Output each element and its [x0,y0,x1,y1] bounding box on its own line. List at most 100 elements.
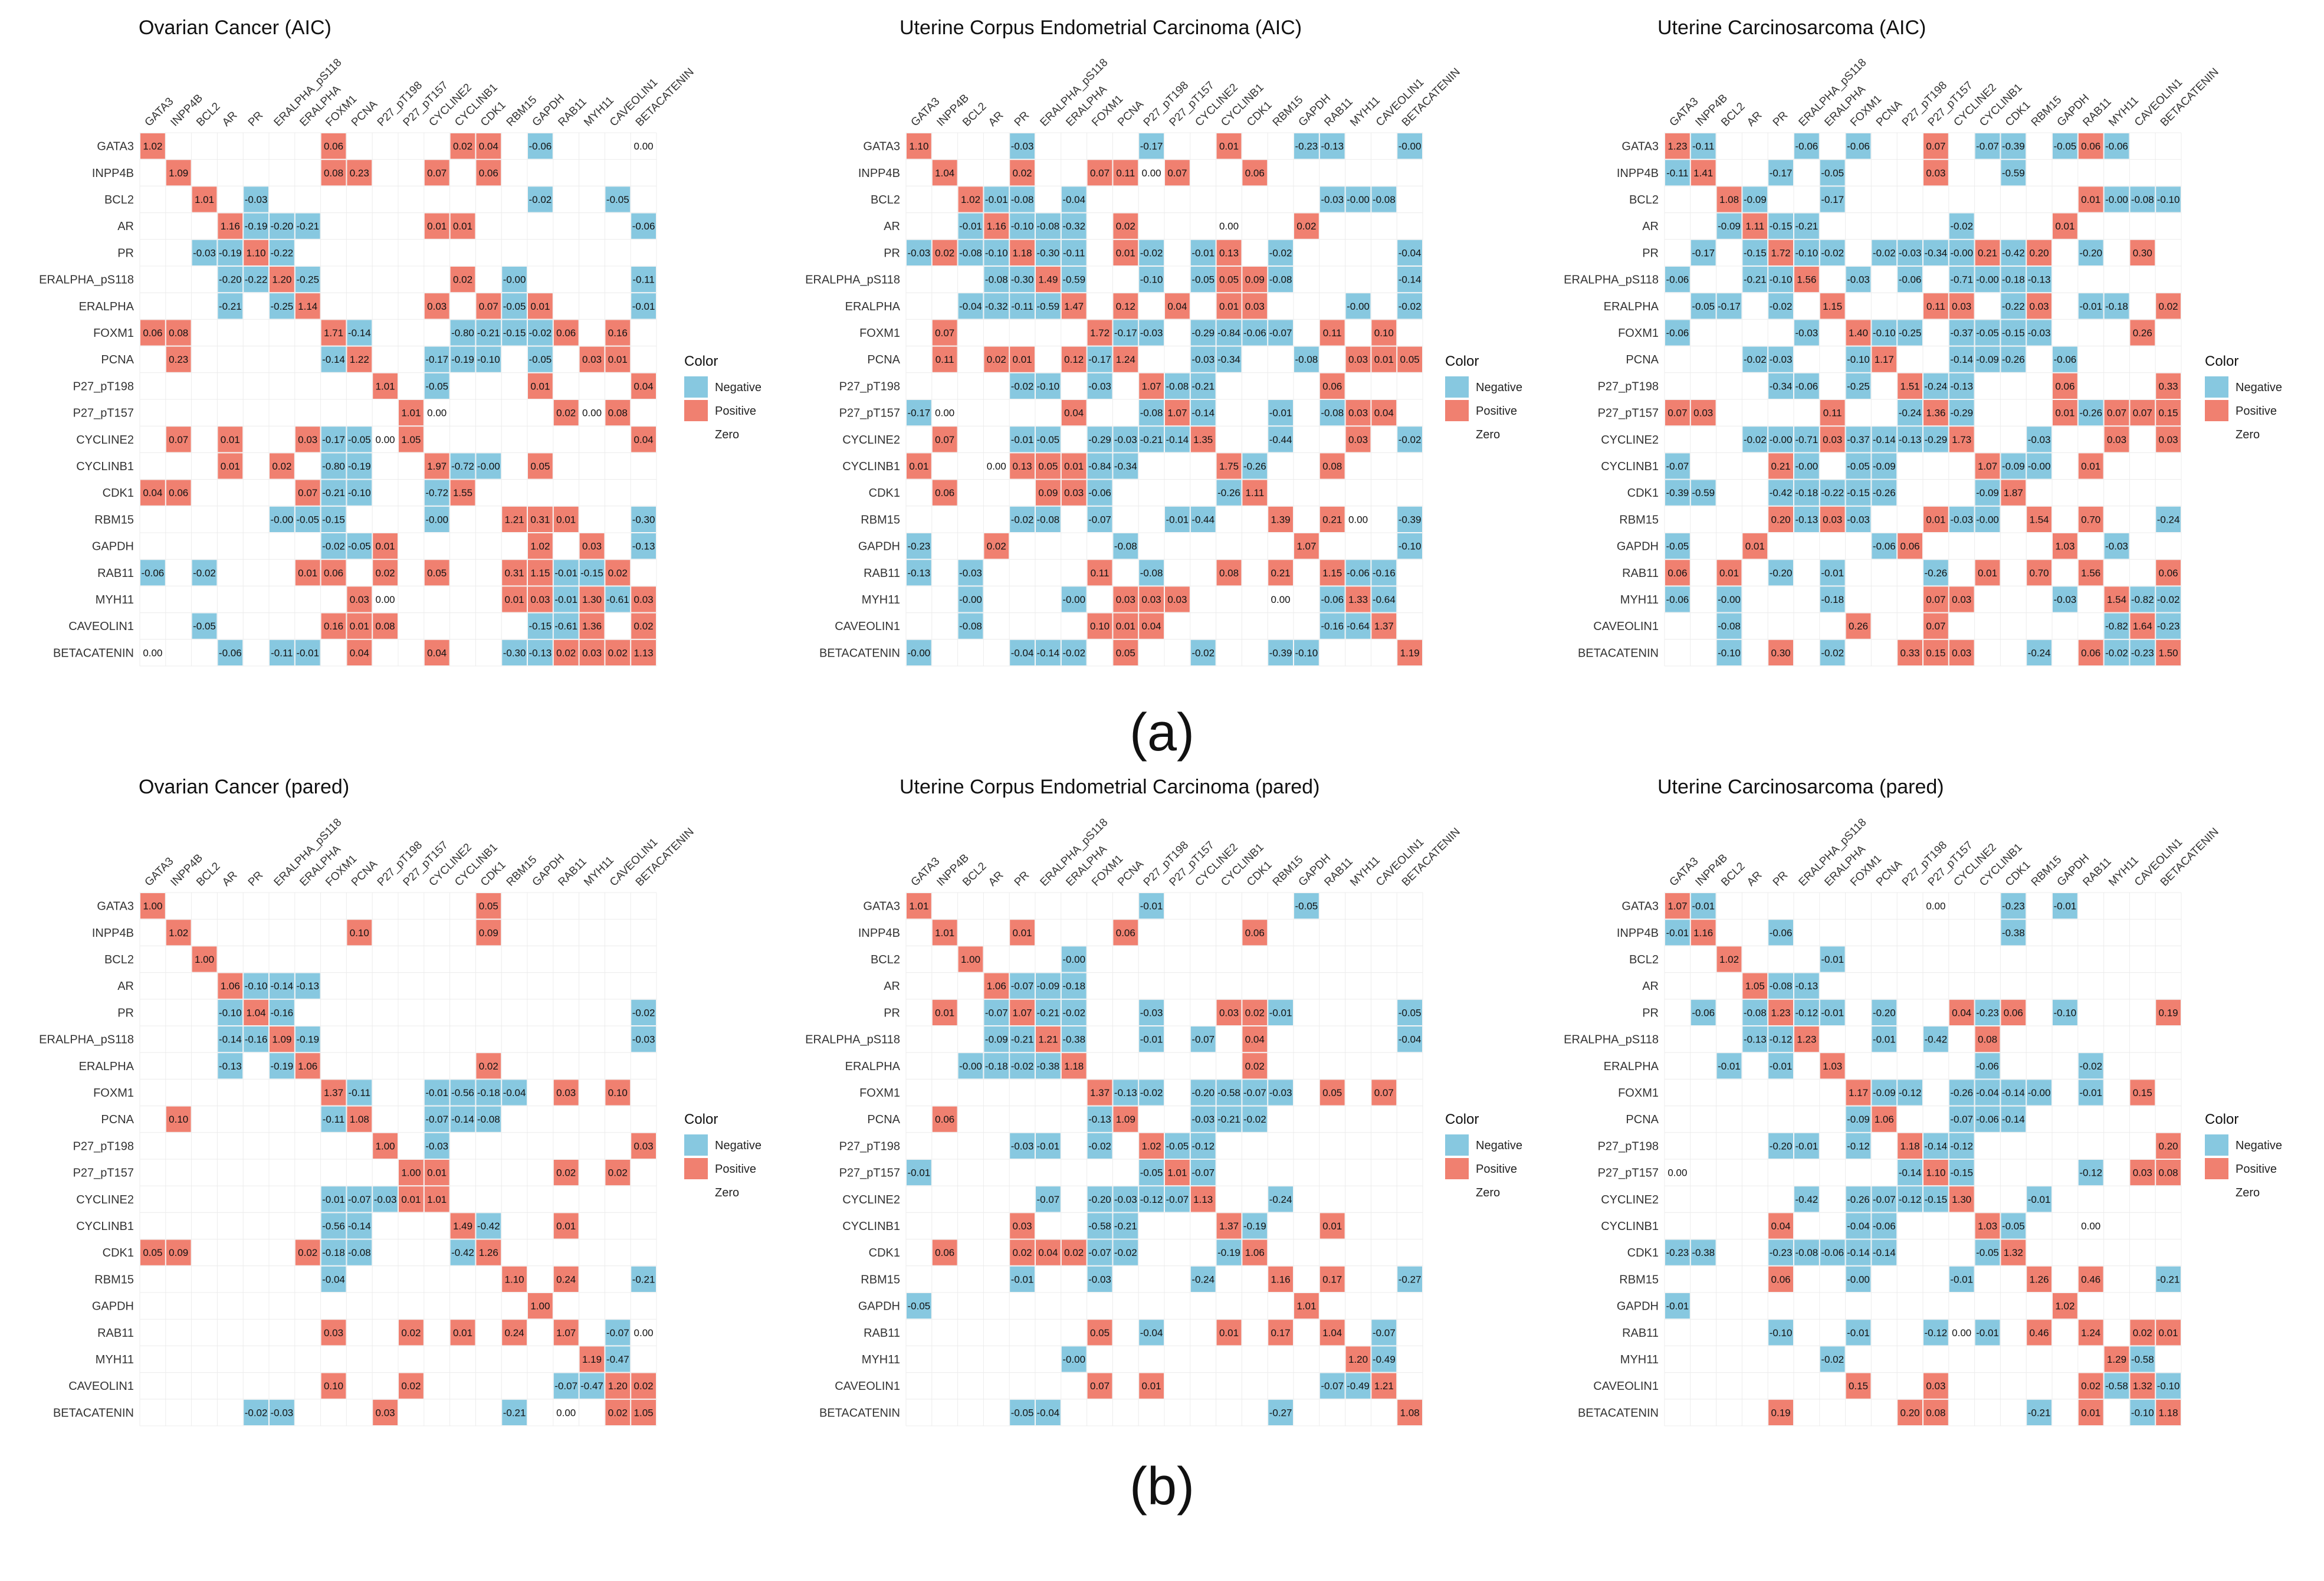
cell-label: -0.07 [1191,1167,1214,1179]
heatmap-cell [1898,320,1922,346]
heatmap-cell [1742,267,1768,293]
cell-label: 0.12 [1064,354,1084,365]
cell-label: 1.32 [2133,1380,2152,1392]
cell-label: -0.02 [1770,301,1793,312]
cell-label: -0.07 [425,1114,448,1125]
heatmap-cell [1923,373,1948,399]
heatmap-cell [1010,453,1035,479]
cell-label: -0.07 [1666,461,1689,472]
cell-label: -0.00 [1062,594,1085,605]
cell-label: 0.06 [1667,568,1687,579]
cell-label: -0.09 [1873,461,1896,472]
heatmap-cell [553,1320,579,1346]
heatmap-cell [2001,320,2026,346]
heatmap-cell [2156,186,2181,212]
heatmap-cell [958,186,983,212]
cell-label: -0.02 [1399,434,1422,445]
cell-label: -0.09 [1037,980,1060,992]
heatmap-cell [1949,320,1974,346]
heatmap-cell [984,240,1009,265]
cell-label: -0.15 [1847,487,1870,498]
heatmap-cell [1294,213,1319,239]
heatmap-cell [321,1186,346,1212]
cell-label: -0.03 [959,568,982,579]
heatmap-cell [2078,506,2103,532]
heatmap-cell [2078,240,2103,265]
cell-label: 0.11 [935,354,954,365]
heatmap-cell [347,427,372,452]
cell-label: -0.00 [503,274,526,286]
heatmap-cell [1898,373,1922,399]
heatmap-cell [2027,427,2051,452]
cell-label: 1.13 [634,647,654,658]
heatmap-cell [1190,506,1216,532]
cell-label: -0.07 [1321,1380,1344,1392]
cell-label: -0.08 [2131,194,2154,205]
cell-label: -0.14 [1191,408,1214,419]
legend-label: Negative [715,381,761,394]
heatmap-cell [1165,506,1190,532]
cell-label: -0.04 [1140,1327,1163,1339]
cell-label: -0.37 [1950,327,1973,339]
cell-label: -0.02 [1821,1354,1844,1365]
cell-label: 1.30 [1952,1194,1971,1205]
heatmap-cell [958,586,983,612]
row-label: GAPDH [858,1300,900,1313]
heatmap-cell [295,267,320,293]
cell-label: -0.01 [1011,1274,1034,1285]
row-label: CYCLINE2 [842,434,900,447]
cell-label: 1.01 [427,1194,447,1205]
legend-swatch-negative [1445,376,1469,398]
heatmap-cell [605,639,631,665]
row-label: CYCLINE2 [842,1193,900,1206]
cell-label: -0.17 [1692,247,1715,258]
cell-label: 1.20 [272,274,291,286]
cell-label: 1.07 [556,1327,576,1339]
cell-label: -0.02 [322,541,345,552]
row-label: RBM15 [94,513,134,526]
heatmap-cell [2130,639,2155,665]
heatmap-cell [1216,453,1242,479]
cell-label: 0.04 [479,141,498,152]
cell-label: 1.07 [1978,461,1997,472]
heatmap-cell [2156,586,2181,612]
row-label: PCNA [867,353,900,366]
cell-label: -0.13 [632,541,655,552]
cell-label: -0.08 [1373,194,1396,205]
heatmap-cell [2027,240,2051,265]
grid-lines [905,132,1423,667]
cell-label: 0.03 [1926,1380,1945,1392]
heatmap-cell [1139,999,1164,1025]
heatmap-cell [1345,293,1371,319]
row-label: MYH11 [96,1353,134,1366]
heatmap-cell [476,920,501,946]
legend-swatch-positive [684,400,708,421]
cell-label: -0.00 [1795,461,1819,472]
heatmap-cell [1061,186,1086,212]
cell-label: 0.02 [1064,1247,1084,1258]
heatmap-cell [1872,453,1897,479]
cell-label: -0.13 [1114,1087,1137,1098]
cell-label: -0.13 [908,568,931,579]
cell-label: 1.10 [909,141,928,152]
cell-label: -0.10 [1140,274,1163,286]
cell-label: 0.06 [1116,927,1135,939]
heatmap-cell [1397,427,1422,452]
cell-label: 1.21 [1374,1380,1394,1392]
cell-label: -0.01 [908,1167,931,1179]
heatmap-cell [192,946,217,972]
cell-label: -0.03 [1321,194,1344,205]
cell-label: -0.02 [1011,1061,1034,1072]
cell-label: -0.01 [1011,434,1034,445]
heatmap-cell [1665,560,1690,586]
heatmap-cell [424,1160,449,1186]
heatmap-cell [424,1186,449,1212]
heatmap-cell [295,1053,320,1079]
heatmap-cell [166,427,191,452]
cell-label: 0.01 [453,1327,472,1339]
row-label: CAVEOLIN1 [68,1380,134,1393]
cell-label: -0.03 [1114,1194,1137,1205]
cell-label: -0.10 [1847,354,1870,365]
heatmap-cell [2104,639,2129,665]
grid-lines [139,132,657,667]
